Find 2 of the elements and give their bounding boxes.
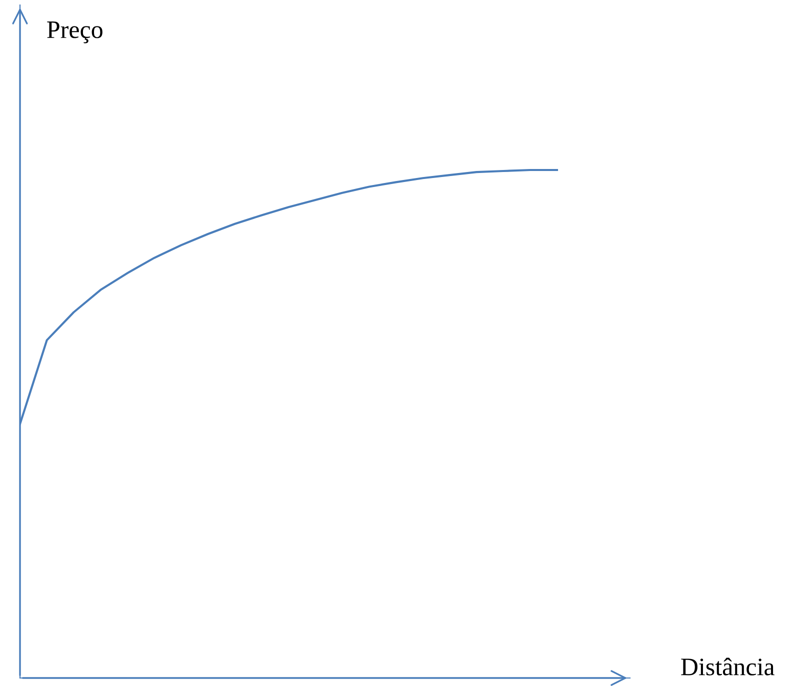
text: Preço (47, 22, 102, 44)
x-axis-title: Distância (681, 658, 774, 676)
